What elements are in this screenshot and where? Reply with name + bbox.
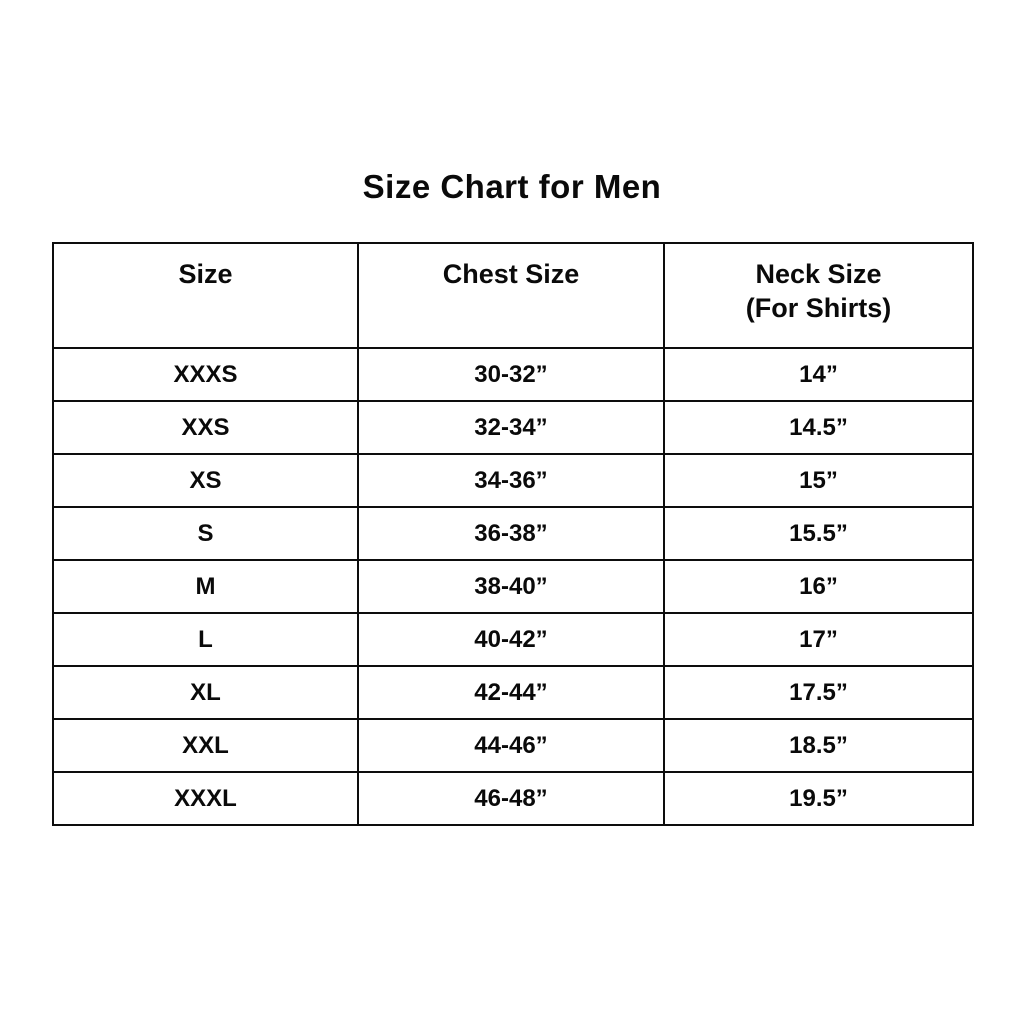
- chest-size-cell: 46-48”: [357, 771, 665, 826]
- table-body: XXXS 30-32” 14” XXS 32-34” 14.5” XS 34-3…: [52, 347, 974, 826]
- neck-size-cell: 15”: [663, 453, 974, 508]
- header-neck-label-line2: (For Shirts): [745, 292, 892, 323]
- header-chest-size: Chest Size: [357, 242, 665, 349]
- size-cell: M: [52, 559, 359, 614]
- size-cell: L: [52, 612, 359, 667]
- table-row: XXL 44-46” 18.5”: [52, 718, 974, 773]
- chest-size-cell: 40-42”: [357, 612, 665, 667]
- size-chart-table: Size Chest Size Neck Size (For Shirts) X…: [52, 242, 974, 826]
- neck-size-cell: 19.5”: [663, 771, 974, 826]
- table-row: S 36-38” 15.5”: [52, 506, 974, 561]
- table-row: XXS 32-34” 14.5”: [52, 400, 974, 455]
- table-row: M 38-40” 16”: [52, 559, 974, 614]
- chest-size-cell: 32-34”: [357, 400, 665, 455]
- header-size-label: Size: [178, 259, 233, 289]
- table-row: XXXL 46-48” 19.5”: [52, 771, 974, 826]
- header-row: Size Chest Size Neck Size (For Shirts): [52, 242, 974, 349]
- header-neck-size: Neck Size (For Shirts): [663, 242, 974, 349]
- table-row: XXXS 30-32” 14”: [52, 347, 974, 402]
- neck-size-cell: 16”: [663, 559, 974, 614]
- size-cell: S: [52, 506, 359, 561]
- table-row: XS 34-36” 15”: [52, 453, 974, 508]
- neck-size-cell: 14”: [663, 347, 974, 402]
- header-neck-label-line1: Neck Size: [755, 259, 882, 289]
- neck-size-cell: 14.5”: [663, 400, 974, 455]
- chest-size-cell: 42-44”: [357, 665, 665, 720]
- size-cell: XXL: [52, 718, 359, 773]
- chest-size-cell: 44-46”: [357, 718, 665, 773]
- neck-size-cell: 17”: [663, 612, 974, 667]
- size-cell: XXXL: [52, 771, 359, 826]
- header-chest-label: Chest Size: [442, 259, 580, 289]
- neck-size-cell: 18.5”: [663, 718, 974, 773]
- size-cell: XS: [52, 453, 359, 508]
- size-cell: XXXS: [52, 347, 359, 402]
- size-cell: XXS: [52, 400, 359, 455]
- table-header: Size Chest Size Neck Size (For Shirts): [52, 242, 974, 349]
- chest-size-cell: 36-38”: [357, 506, 665, 561]
- neck-size-cell: 15.5”: [663, 506, 974, 561]
- page-title: Size Chart for Men: [362, 168, 662, 205]
- table-row: L 40-42” 17”: [52, 612, 974, 667]
- size-cell: XL: [52, 665, 359, 720]
- neck-size-cell: 17.5”: [663, 665, 974, 720]
- chest-size-cell: 38-40”: [357, 559, 665, 614]
- chest-size-cell: 30-32”: [357, 347, 665, 402]
- table-row: XL 42-44” 17.5”: [52, 665, 974, 720]
- chest-size-cell: 34-36”: [357, 453, 665, 508]
- header-size: Size: [52, 242, 359, 349]
